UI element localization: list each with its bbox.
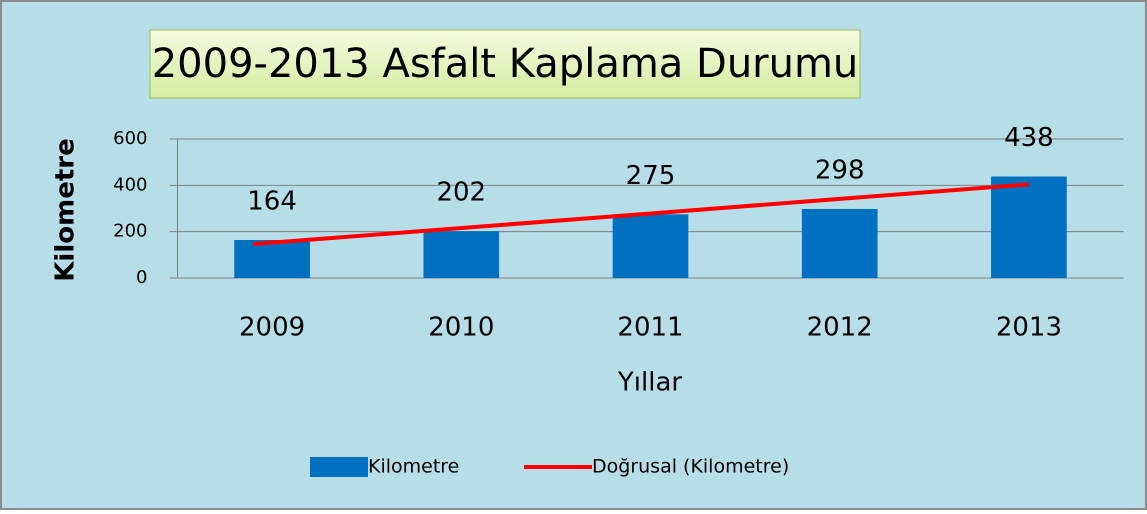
bar xyxy=(991,176,1067,278)
title-box xyxy=(149,29,861,99)
data-label: 164 xyxy=(247,187,297,217)
bar xyxy=(612,214,689,278)
legend-swatch xyxy=(310,457,368,477)
data-label: 298 xyxy=(815,155,865,185)
y-tick-label: 600 xyxy=(113,128,147,149)
x-tick-label: 2012 xyxy=(807,313,873,343)
x-tick-label: 2013 xyxy=(996,313,1062,343)
bar xyxy=(423,231,500,278)
y-tick-label: 200 xyxy=(113,221,147,242)
chart-title: 2009-2013 Asfalt Kaplama Durumu xyxy=(152,41,859,87)
y-tick-label: 0 xyxy=(136,267,147,288)
x-tick-label: 2010 xyxy=(428,313,494,343)
legend-label: Doğrusal (Kilometre) xyxy=(592,456,789,478)
y-axis-title: Kilometre xyxy=(51,138,81,281)
legend-label: Kilometre xyxy=(368,456,459,478)
data-label: 438 xyxy=(1004,123,1054,153)
bar xyxy=(234,240,310,278)
data-label: 275 xyxy=(626,161,676,191)
y-tick-label: 400 xyxy=(113,174,147,195)
trend-line xyxy=(253,182,1030,247)
x-tick-label: 2011 xyxy=(617,313,683,343)
x-axis-title: Yıllar xyxy=(617,368,682,398)
data-label: 202 xyxy=(436,178,486,208)
x-tick-label: 2009 xyxy=(239,313,305,343)
bar xyxy=(801,208,878,278)
